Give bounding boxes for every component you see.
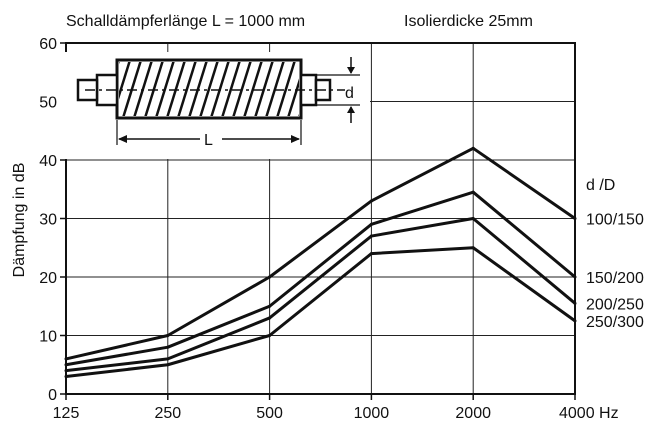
inset-l-label: L <box>204 132 213 149</box>
hatch-line <box>199 62 219 116</box>
data-point <box>471 190 475 194</box>
data-point <box>573 319 577 323</box>
hatch-line <box>210 62 230 116</box>
data-point <box>64 357 68 361</box>
hatch-line <box>166 62 186 116</box>
data-point <box>166 345 170 349</box>
y-tick-label: 50 <box>39 95 57 112</box>
hatch-line <box>254 62 274 116</box>
series-label-3: 200/250 <box>586 296 644 313</box>
data-point <box>268 304 272 308</box>
data-point <box>369 234 373 238</box>
data-point <box>471 146 475 150</box>
y-axis-label: Dämpfung in dB <box>11 163 28 278</box>
data-point <box>166 363 170 367</box>
hatch-line <box>144 62 164 116</box>
hatch-line <box>188 62 208 116</box>
data-point <box>64 374 68 378</box>
data-point <box>64 369 68 373</box>
hatch-line <box>177 62 197 116</box>
y-tick-label: 30 <box>39 212 57 229</box>
hatch-line <box>155 62 175 116</box>
hatch-line <box>232 62 252 116</box>
y-tick-label: 0 <box>48 387 57 404</box>
data-point <box>166 357 170 361</box>
series-lines <box>64 146 577 378</box>
data-point <box>166 334 170 337</box>
series-label-2: 150/200 <box>586 270 644 287</box>
x-tick-label: 2000 <box>455 405 491 422</box>
hatch-line <box>221 62 241 116</box>
hatch-line <box>276 62 296 116</box>
data-point <box>573 275 577 279</box>
hatch-line <box>265 62 285 116</box>
x-tick-label: 500 <box>256 405 283 422</box>
y-tick-label: 60 <box>39 36 57 53</box>
legend-title: d /D <box>586 177 615 194</box>
hatch-line <box>133 62 153 116</box>
x-tick-label: 125 <box>53 405 80 422</box>
data-point <box>471 246 475 250</box>
series-line-2 <box>65 190 576 367</box>
title-length: Schalldämpferlänge L = 1000 mm <box>66 13 305 30</box>
series-label-4: 250/300 <box>586 314 644 331</box>
tick-labels: 0 10 20 30 40 50 60 125 250 500 1000 2000 4000 Hz <box>39 36 618 422</box>
y-tick-label: 20 <box>39 270 57 287</box>
data-point <box>471 217 475 220</box>
series-line-4 <box>65 246 576 378</box>
data-point <box>369 222 373 226</box>
data-point <box>369 199 373 203</box>
title-insulation: Isolierdicke 25mm <box>404 13 533 30</box>
data-point <box>268 316 272 320</box>
series-label-1: 100/150 <box>586 212 644 229</box>
y-tick-label: 10 <box>39 329 57 346</box>
data-point <box>369 252 373 256</box>
data-point <box>268 334 272 337</box>
data-point <box>573 217 577 220</box>
series-line-3 <box>65 217 576 373</box>
series-line-1 <box>65 146 576 361</box>
silencer-diagram: d L <box>57 52 370 159</box>
y-tick-label: 40 <box>39 153 57 170</box>
hatch-line <box>119 62 131 100</box>
x-tick-label: 250 <box>154 405 181 422</box>
inset-d-label: d <box>345 85 354 102</box>
hatch-line <box>122 62 142 116</box>
data-point <box>573 301 577 305</box>
x-tick-label: 1000 <box>354 405 390 422</box>
hatch-line <box>243 62 263 116</box>
x-tick-label: 4000 Hz <box>559 405 619 422</box>
hatch-line <box>287 78 299 116</box>
data-point <box>64 363 68 367</box>
data-point <box>268 275 272 279</box>
